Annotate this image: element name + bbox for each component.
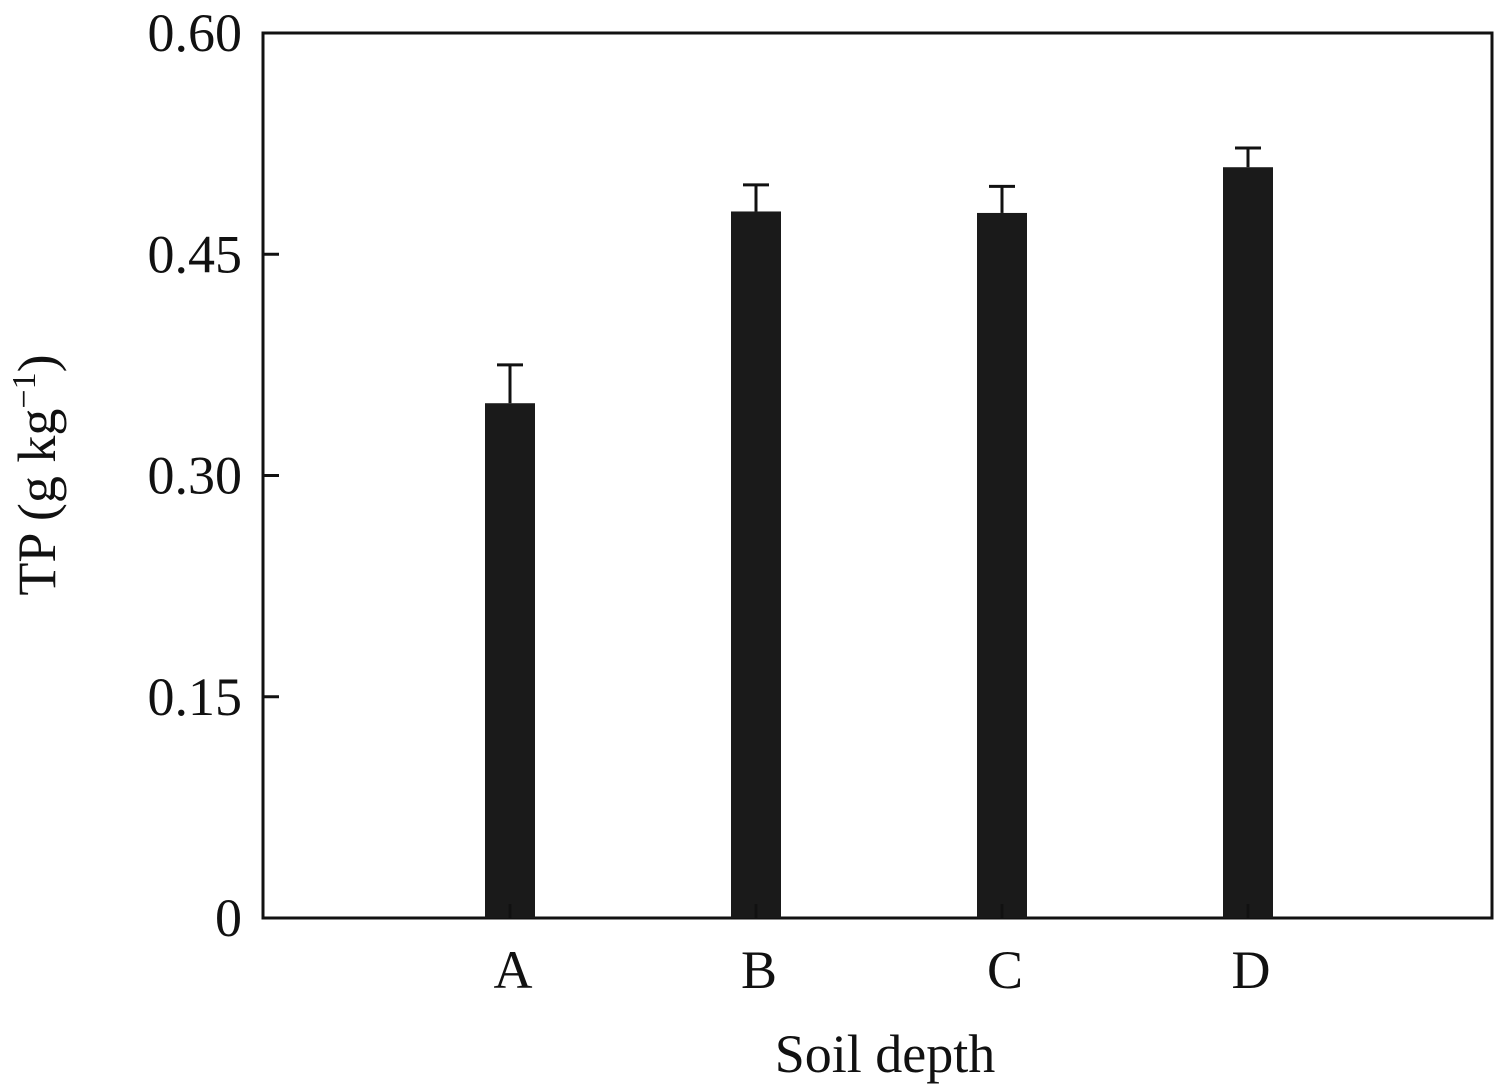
bar	[485, 403, 535, 919]
y-axis-label: TP (g kg−1)	[6, 354, 67, 595]
y-tick-label: 0	[215, 888, 242, 948]
y-axis-label-close: )	[7, 354, 67, 372]
x-tick-label: D	[1232, 940, 1271, 1000]
x-tick-label: A	[494, 940, 533, 1000]
x-tick-label: B	[741, 940, 777, 1000]
y-axis-label-superscript: −1	[6, 372, 43, 408]
plot-frame	[261, 31, 1494, 920]
x-tick-label: C	[987, 940, 1023, 1000]
y-tick-label: 0.15	[148, 667, 243, 727]
bar	[977, 212, 1027, 918]
bars-group	[485, 146, 1273, 919]
bar	[1223, 167, 1273, 919]
x-axis-label: Soil depth	[775, 1024, 996, 1084]
y-axis-label-main: TP (g kg	[7, 409, 67, 596]
y-tick-label: 0.45	[148, 224, 243, 284]
y-tick-label: 0.60	[148, 3, 243, 63]
y-axis-ticks: 0 0.15 0.30 0.45 0.60	[148, 3, 279, 948]
bar	[731, 211, 781, 919]
y-tick-label: 0.30	[148, 446, 243, 506]
x-axis-ticks: A B C D	[494, 904, 1271, 1000]
